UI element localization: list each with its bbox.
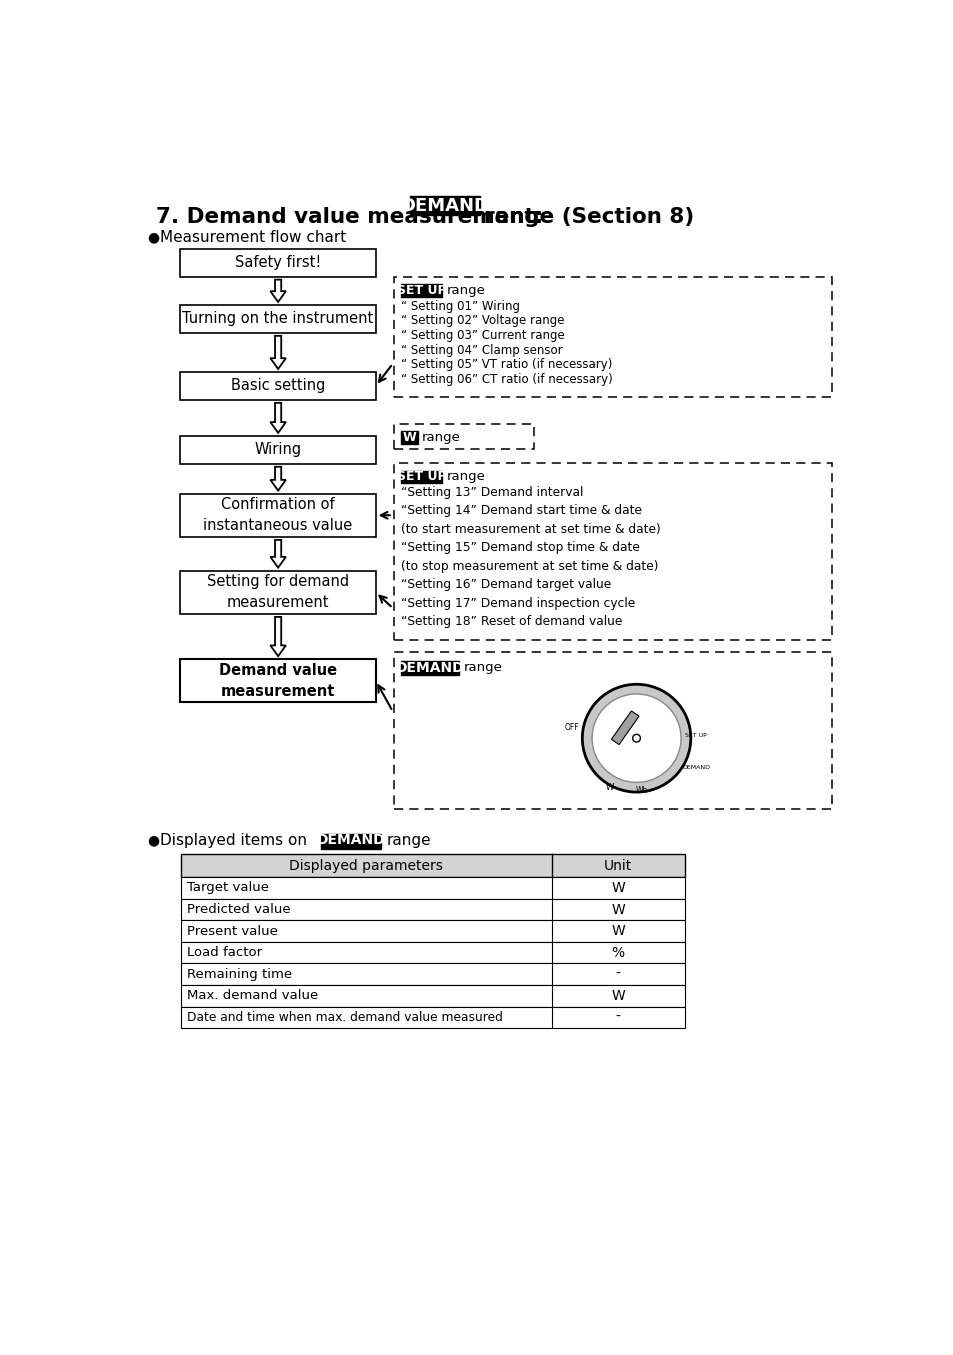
Bar: [180, 436, 375, 463]
Text: -: -: [616, 967, 620, 981]
Text: Present value: Present value: [187, 924, 277, 938]
Bar: [410, 196, 479, 215]
Text: “ Setting 02” Voltage range: “ Setting 02” Voltage range: [400, 314, 563, 328]
Bar: [181, 985, 684, 1007]
Bar: [180, 249, 375, 276]
Text: “Setting 18” Reset of demand value: “Setting 18” Reset of demand value: [400, 615, 621, 629]
Text: range (Section 8): range (Section 8): [484, 207, 694, 228]
Text: “ Setting 04” Clamp sensor: “ Setting 04” Clamp sensor: [400, 344, 561, 356]
Text: Predicted value: Predicted value: [187, 902, 290, 916]
Text: ●: ●: [147, 230, 159, 244]
Text: Unit: Unit: [603, 859, 632, 873]
Text: Turning on the instrument: Turning on the instrument: [182, 312, 374, 327]
Text: Remaining time: Remaining time: [187, 967, 292, 981]
Bar: [181, 854, 684, 877]
Text: W: W: [611, 902, 624, 916]
Bar: [400, 661, 459, 675]
Bar: [181, 942, 684, 963]
Text: Setting for demand
measurement: Setting for demand measurement: [207, 575, 349, 610]
Text: “ Setting 01” Wiring: “ Setting 01” Wiring: [400, 299, 519, 313]
Bar: [181, 920, 684, 942]
Text: Load factor: Load factor: [187, 946, 261, 959]
Text: (to stop measurement at set time & date): (to stop measurement at set time & date): [400, 560, 658, 573]
Text: Max. demand value: Max. demand value: [187, 989, 317, 1003]
Bar: [180, 570, 375, 614]
Text: ●: ●: [147, 833, 159, 847]
Text: W: W: [611, 924, 624, 938]
Text: Wh: Wh: [635, 786, 647, 795]
Text: “Setting 17” Demand inspection cycle: “Setting 17” Demand inspection cycle: [400, 598, 634, 610]
Circle shape: [632, 734, 639, 743]
Text: OFF: OFF: [564, 724, 579, 732]
Text: SET UP: SET UP: [396, 470, 446, 484]
Text: -: -: [616, 1011, 620, 1024]
Text: Demand value
measurement: Demand value measurement: [219, 663, 336, 699]
Text: range: range: [386, 833, 431, 848]
Text: Date and time when max. demand value measured: Date and time when max. demand value mea…: [187, 1011, 502, 1024]
Text: 7. Demand value measurement:: 7. Demand value measurement:: [155, 207, 542, 228]
Text: Measurement flow chart: Measurement flow chart: [159, 230, 345, 245]
Text: W: W: [402, 431, 416, 444]
Bar: [400, 285, 442, 297]
Bar: [180, 373, 375, 400]
Polygon shape: [270, 336, 286, 369]
Bar: [181, 963, 684, 985]
Text: %: %: [611, 946, 624, 959]
Text: W: W: [604, 783, 613, 793]
Polygon shape: [270, 466, 286, 491]
Text: Basic setting: Basic setting: [231, 378, 325, 393]
Text: “ Setting 03” Current range: “ Setting 03” Current range: [400, 329, 564, 341]
Text: Displayed items on: Displayed items on: [159, 833, 306, 848]
Polygon shape: [270, 402, 286, 432]
Bar: [180, 305, 375, 333]
Text: “ Setting 05” VT ratio (if necessary): “ Setting 05” VT ratio (if necessary): [400, 358, 611, 371]
Bar: [400, 470, 442, 482]
Bar: [181, 877, 684, 898]
Bar: [394, 276, 831, 397]
Text: DEMAND: DEMAND: [316, 833, 385, 847]
Bar: [180, 493, 375, 537]
Text: Displayed parameters: Displayed parameters: [289, 859, 443, 873]
Bar: [180, 660, 375, 702]
Bar: [400, 431, 417, 443]
Text: Target value: Target value: [187, 882, 269, 894]
Bar: [181, 1007, 684, 1028]
Polygon shape: [270, 617, 286, 656]
Polygon shape: [270, 279, 286, 302]
Text: “Setting 15” Demand stop time & date: “Setting 15” Demand stop time & date: [400, 542, 639, 554]
Text: SET UP: SET UP: [396, 285, 446, 297]
Bar: [181, 898, 684, 920]
Text: Safety first!: Safety first!: [234, 255, 321, 270]
Text: range: range: [446, 285, 485, 297]
Circle shape: [581, 684, 690, 793]
Text: range: range: [464, 661, 502, 675]
Text: “Setting 14” Demand start time & date: “Setting 14” Demand start time & date: [400, 504, 641, 518]
Text: (to start measurement at set time & date): (to start measurement at set time & date…: [400, 523, 659, 537]
Text: SET UP: SET UP: [684, 733, 706, 738]
Bar: [394, 463, 831, 640]
Polygon shape: [611, 711, 639, 745]
Bar: [394, 652, 831, 809]
Text: range: range: [421, 431, 460, 444]
Text: range: range: [446, 470, 485, 484]
Circle shape: [592, 694, 680, 782]
Bar: [320, 835, 381, 850]
Bar: [394, 424, 534, 449]
Text: “ Setting 06” CT ratio (if necessary): “ Setting 06” CT ratio (if necessary): [400, 373, 612, 386]
Polygon shape: [270, 539, 286, 568]
Text: W: W: [611, 881, 624, 894]
Text: DEMAND: DEMAND: [400, 196, 489, 214]
Text: Wiring: Wiring: [254, 442, 301, 457]
Text: DEMAND: DEMAND: [395, 661, 464, 675]
Text: Confirmation of
instantaneous value: Confirmation of instantaneous value: [203, 497, 353, 534]
Text: “Setting 16” Demand target value: “Setting 16” Demand target value: [400, 579, 610, 591]
Text: W: W: [611, 989, 624, 1003]
Text: DEMAND: DEMAND: [682, 766, 710, 771]
Text: “Setting 13” Demand interval: “Setting 13” Demand interval: [400, 486, 582, 499]
